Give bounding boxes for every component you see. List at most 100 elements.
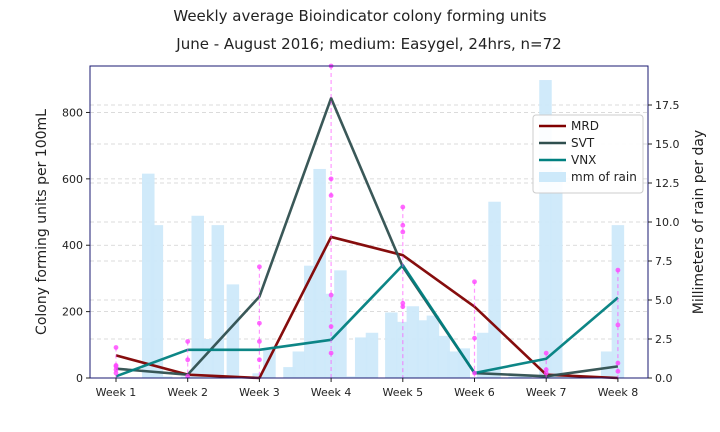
rain-bar xyxy=(365,332,379,378)
rain-bar xyxy=(488,201,501,378)
y-tick-label: 400 xyxy=(62,239,83,252)
y-axis-left: 0 200 400 600 800 xyxy=(62,106,90,385)
sample-point xyxy=(185,357,191,363)
sample-point xyxy=(400,222,406,228)
rain-bar xyxy=(600,351,614,378)
sample-point xyxy=(400,204,406,210)
sample-point xyxy=(328,324,334,329)
rain-bar xyxy=(395,321,409,378)
rain-bar xyxy=(283,367,296,378)
sample-point xyxy=(400,300,406,306)
rain-bar xyxy=(416,320,430,378)
sample-point xyxy=(400,304,406,310)
y-tick-label: 0 xyxy=(76,372,83,385)
x-tick-label: Week 5 xyxy=(382,386,423,399)
rain-bar xyxy=(211,225,225,378)
series-line-svt xyxy=(115,96,619,378)
legend-label: MRD xyxy=(571,119,599,133)
x-axis: Week 1 Week 2 Week 3 Week 4 Week 5 Week 6 Week… xyxy=(96,378,639,399)
x-tick-label: Week 7 xyxy=(526,386,567,399)
sample-point xyxy=(472,370,477,376)
legend-swatch-rain xyxy=(539,172,566,182)
rain-bar xyxy=(226,284,240,378)
x-tick-label: Week 8 xyxy=(598,386,639,399)
sample-point xyxy=(543,367,549,373)
x-tick-label: Week 1 xyxy=(96,386,137,399)
series-line-vnx xyxy=(115,263,619,378)
y-tick-label: 800 xyxy=(62,106,83,119)
sample-point xyxy=(113,363,119,369)
rain-bar xyxy=(406,306,420,378)
series-line-mrd xyxy=(115,235,618,380)
legend-label: VNX xyxy=(571,153,596,167)
rain-bar xyxy=(426,315,440,378)
rain-bar xyxy=(508,376,521,378)
rain-bar xyxy=(324,293,337,378)
y-axis-label: Colony forming units per 100mL xyxy=(34,109,50,335)
rain-bar xyxy=(385,312,398,378)
legend: MRD SVT VNX mm of rain xyxy=(532,114,644,194)
series-lines xyxy=(115,96,619,380)
plot-frame xyxy=(89,65,649,379)
y-axis-right: 0.0 2.5 5.0 7.5 10.0 12.5 15.0 17.5 xyxy=(648,99,680,385)
sample-point xyxy=(257,357,262,363)
y2-tick-label: 10.0 xyxy=(655,216,680,229)
sample-point xyxy=(328,176,334,182)
x-tick-label: Week 2 xyxy=(167,386,208,399)
rain-bar xyxy=(150,225,164,378)
rain-bar xyxy=(191,215,204,378)
sample-points xyxy=(113,63,621,379)
sample-point xyxy=(615,368,621,374)
rain-bar xyxy=(313,168,326,378)
sample-point xyxy=(400,229,406,235)
sample-point xyxy=(328,193,334,198)
y2-tick-label: 5.0 xyxy=(655,294,673,307)
sample-point xyxy=(257,339,262,344)
sample-point xyxy=(543,350,549,356)
rain-bar xyxy=(437,335,450,378)
sample-point xyxy=(113,345,119,350)
rain-bar xyxy=(334,270,347,378)
sample-point xyxy=(257,320,262,326)
y2-tick-label: 7.5 xyxy=(655,255,673,268)
sample-point xyxy=(615,322,621,328)
rain-bar xyxy=(292,351,306,378)
x-tick-label: Week 6 xyxy=(454,386,495,399)
x-tick-label: Week 3 xyxy=(239,386,280,399)
sample-point xyxy=(257,264,262,270)
rain-bar xyxy=(159,376,173,378)
y2-axis-label: Millimeters of rain per day xyxy=(691,130,707,314)
y2-tick-label: 0.0 xyxy=(655,372,673,385)
sample-point xyxy=(615,267,621,273)
rain-bar xyxy=(457,348,470,378)
sample-point xyxy=(472,279,477,285)
sample-point xyxy=(543,370,549,376)
x-tick-label: Week 4 xyxy=(311,386,352,399)
rain-bar xyxy=(476,332,490,378)
sample-point xyxy=(185,339,191,344)
chart-subtitle: June - August 2016; medium: Easygel, 24h… xyxy=(175,35,561,53)
rain-bar xyxy=(549,167,563,378)
legend-label: SVT xyxy=(571,136,595,150)
rain-bar xyxy=(560,376,573,378)
rain-bar xyxy=(252,373,265,378)
y2-tick-label: 17.5 xyxy=(655,99,680,112)
rain-bar xyxy=(447,351,460,378)
sample-point xyxy=(472,335,477,341)
y2-tick-label: 2.5 xyxy=(655,333,673,346)
sample-point xyxy=(328,292,334,298)
rain-bar xyxy=(354,337,368,378)
y2-tick-label: 12.5 xyxy=(655,177,680,190)
rain-bar xyxy=(519,376,532,378)
sample-point xyxy=(113,367,119,373)
sample-point xyxy=(328,350,334,356)
y2-tick-label: 15.0 xyxy=(655,138,680,151)
sample-point xyxy=(615,360,621,366)
chart-title: Weekly average Bioindicator colony formi… xyxy=(173,7,546,25)
rain-bar xyxy=(344,376,358,378)
sample-point xyxy=(113,370,119,376)
y-tick-label: 200 xyxy=(62,306,83,319)
rain-bar xyxy=(263,349,276,378)
legend-label: mm of rain xyxy=(571,170,637,184)
